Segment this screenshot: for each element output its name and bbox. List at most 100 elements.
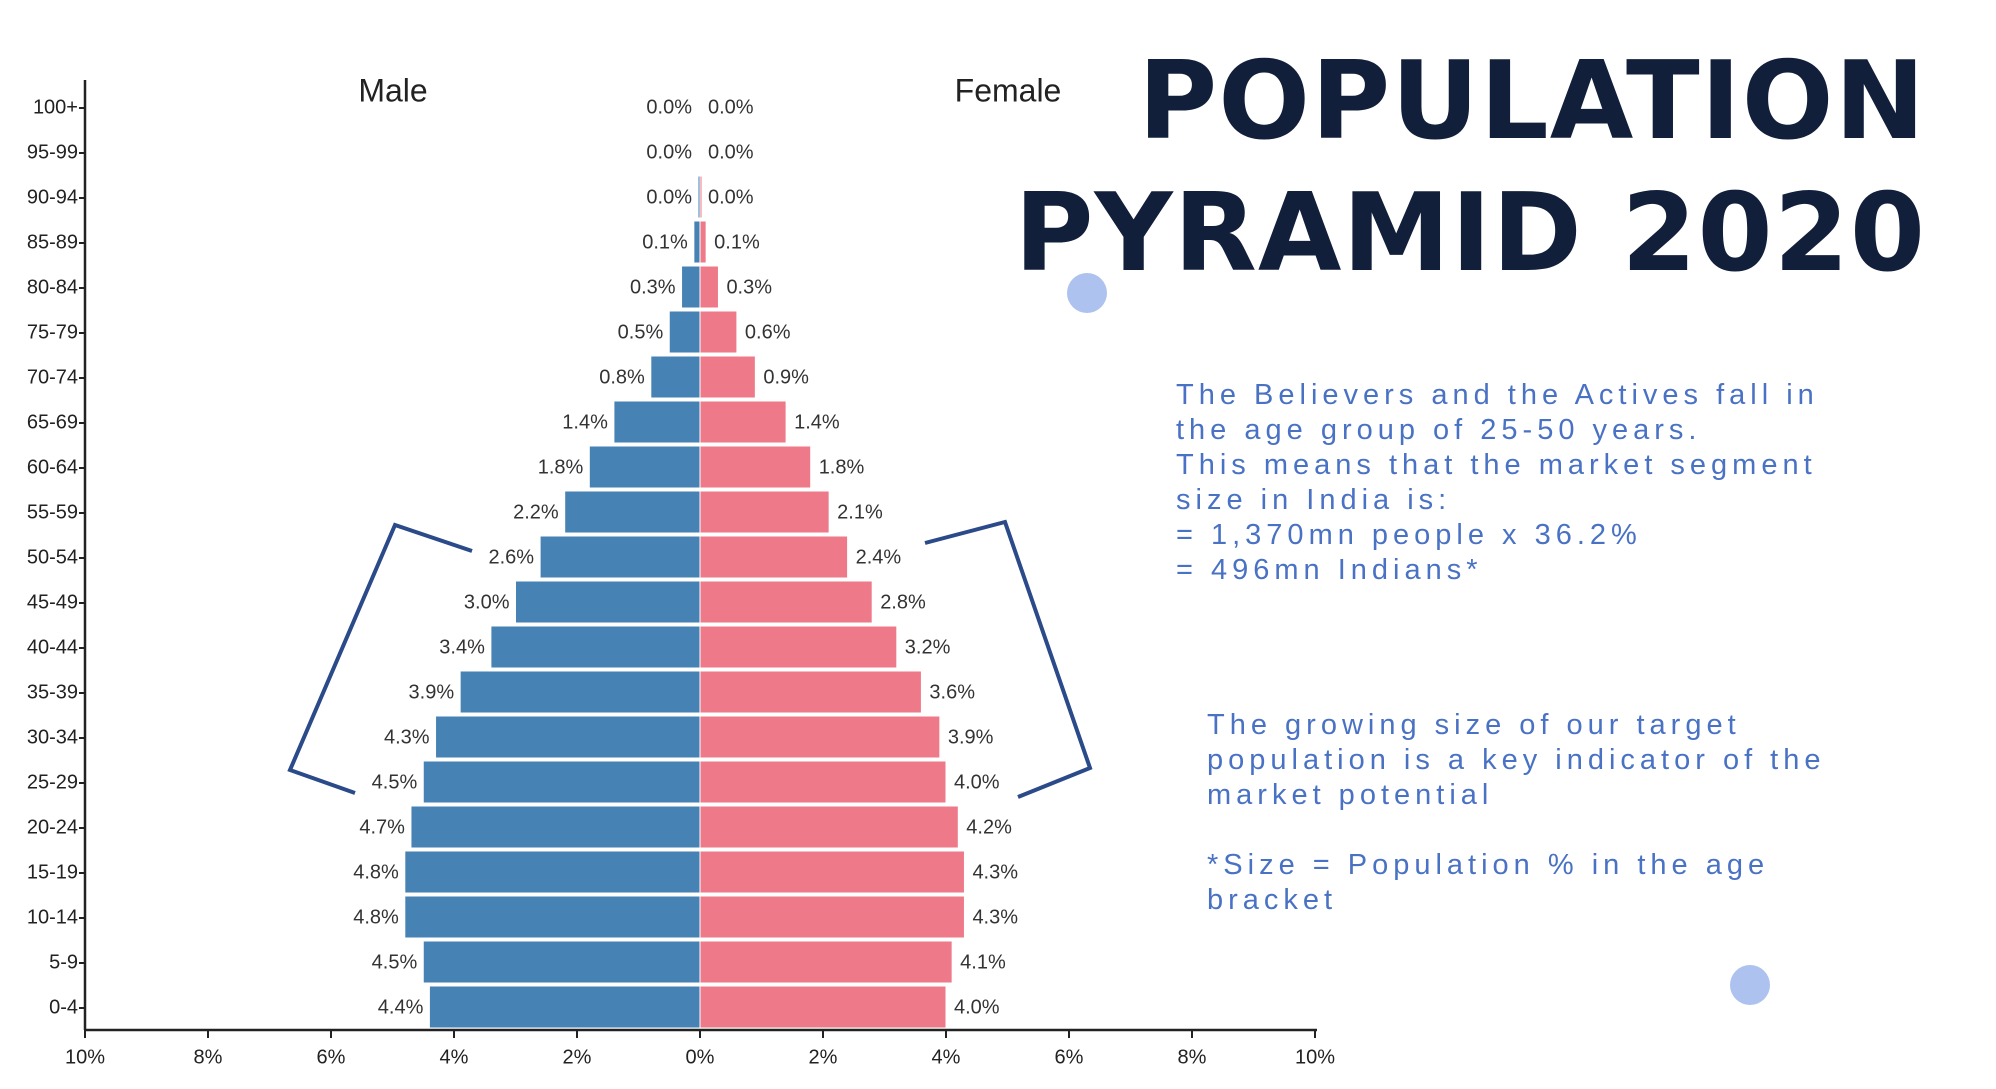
age-group-label: 65-69: [27, 411, 78, 433]
market-size-note: The Believers and the Actives fall in th…: [1176, 378, 1819, 588]
x-tick-label: 2%: [809, 1046, 838, 1068]
note-line: *Size = Population % in the age: [1207, 849, 1770, 881]
female-value-label: 2.1%: [837, 501, 883, 523]
female-value-label: 2.4%: [856, 546, 902, 568]
age-group-label: 85-89: [27, 231, 78, 253]
male-value-label: 4.5%: [372, 951, 418, 973]
female-bar: [699, 670, 922, 714]
female-bar: [699, 175, 703, 219]
female-value-label: 0.0%: [708, 186, 754, 208]
female-bar: [699, 490, 830, 534]
female-bar: [699, 985, 947, 1029]
population-pyramid-chart: 0.0% 0.0% 100+ 0.0% 0.0% 95-99 0.0% 0.0% 90-94 0.…: [27, 72, 1335, 1068]
size-footnote: *Size = Population % in the age bracket: [1207, 848, 1769, 918]
age-group-label: 5-9: [49, 951, 78, 973]
female-value-label: 4.2%: [966, 816, 1012, 838]
male-bar: [668, 310, 701, 354]
age-group-label: 75-79: [27, 321, 78, 343]
age-group-label: 60-64: [27, 456, 78, 478]
female-value-label: 4.0%: [954, 996, 1000, 1018]
note-line: The growing size of our target: [1207, 709, 1741, 741]
male-value-label: 3.9%: [409, 681, 455, 703]
male-value-label: 4.8%: [353, 861, 399, 883]
male-bar: [404, 895, 701, 939]
male-bar: [490, 625, 701, 669]
note-line: = 496mn Indians*: [1176, 554, 1483, 586]
x-tick-label: 10%: [1295, 1046, 1335, 1068]
female-value-label: 4.1%: [960, 951, 1006, 973]
male-value-label: 4.3%: [384, 726, 430, 748]
age-group-label: 90-94: [27, 186, 78, 208]
male-bar: [588, 445, 701, 489]
female-bar: [699, 535, 849, 579]
female-bar: [699, 355, 756, 399]
male-value-label: 0.5%: [618, 321, 664, 343]
male-bar: [693, 220, 701, 264]
female-value-label: 4.3%: [972, 861, 1018, 883]
female-bar: [699, 715, 941, 759]
male-value-label: 0.0%: [646, 96, 692, 118]
female-value-label: 4.0%: [954, 771, 1000, 793]
female-value-label: 0.1%: [714, 231, 760, 253]
male-value-label: 1.4%: [562, 411, 608, 433]
female-value-label: 0.9%: [763, 366, 809, 388]
age-group-label: 10-14: [27, 906, 78, 928]
female-bar: [699, 850, 965, 894]
note-line: bracket: [1207, 884, 1338, 916]
female-value-label: 1.8%: [819, 456, 865, 478]
x-tick-label: 8%: [194, 1046, 223, 1068]
age-group-label: 70-74: [27, 366, 78, 388]
male-value-label: 4.8%: [353, 906, 399, 928]
male-header: Male: [358, 72, 427, 108]
x-tick-label: 4%: [440, 1046, 469, 1068]
age-group-label: 55-59: [27, 501, 78, 523]
male-bar: [564, 490, 701, 534]
note-line: population is a key indicator of the: [1207, 744, 1826, 776]
male-bar: [428, 985, 701, 1029]
age-group-label: 30-34: [27, 726, 78, 748]
x-tick-label: 6%: [1055, 1046, 1084, 1068]
male-bar: [422, 760, 701, 804]
male-value-label: 2.2%: [513, 501, 559, 523]
female-value-label: 2.8%: [880, 591, 926, 613]
female-value-label: 0.6%: [745, 321, 791, 343]
male-bar: [435, 715, 701, 759]
male-value-label: 0.3%: [630, 276, 676, 298]
male-value-label: 0.0%: [646, 186, 692, 208]
female-value-label: 3.6%: [929, 681, 975, 703]
note-line: = 1,370mn people x 36.2%: [1176, 519, 1642, 551]
age-group-label: 25-29: [27, 771, 78, 793]
male-value-label: 3.0%: [464, 591, 510, 613]
note-line: This means that the market segment: [1176, 449, 1817, 481]
page-title-line1: POPULATION: [1138, 39, 1926, 164]
decorative-dot: [1067, 273, 1107, 313]
age-group-label: 45-49: [27, 591, 78, 613]
male-bar: [650, 355, 701, 399]
male-value-label: 0.1%: [642, 231, 688, 253]
female-value-label: 3.2%: [905, 636, 951, 658]
female-bar: [699, 445, 812, 489]
male-value-label: 4.5%: [372, 771, 418, 793]
decorative-dot: [1730, 965, 1770, 1005]
male-value-label: 1.8%: [538, 456, 584, 478]
note-line: market potential: [1207, 779, 1494, 811]
male-value-label: 4.4%: [378, 996, 424, 1018]
age-group-label: 15-19: [27, 861, 78, 883]
female-value-label: 0.0%: [708, 141, 754, 163]
male-bar: [515, 580, 701, 624]
age-group-label: 35-39: [27, 681, 78, 703]
x-tick-label: 0%: [686, 1046, 715, 1068]
note-line: size in India is:: [1176, 484, 1452, 516]
male-value-label: 2.6%: [489, 546, 535, 568]
age-group-label: 0-4: [49, 996, 78, 1018]
male-value-label: 4.7%: [359, 816, 405, 838]
x-tick-label: 2%: [563, 1046, 592, 1068]
female-bar: [699, 940, 953, 984]
page-title-line2: PYRAMID 2020: [1014, 171, 1926, 296]
male-bar: [410, 805, 701, 849]
age-group-label: 95-99: [27, 141, 78, 163]
male-value-label: 0.0%: [646, 141, 692, 163]
note-line: The Believers and the Actives fall in: [1176, 379, 1819, 411]
x-tick-label: 8%: [1178, 1046, 1207, 1068]
female-bar: [699, 580, 873, 624]
